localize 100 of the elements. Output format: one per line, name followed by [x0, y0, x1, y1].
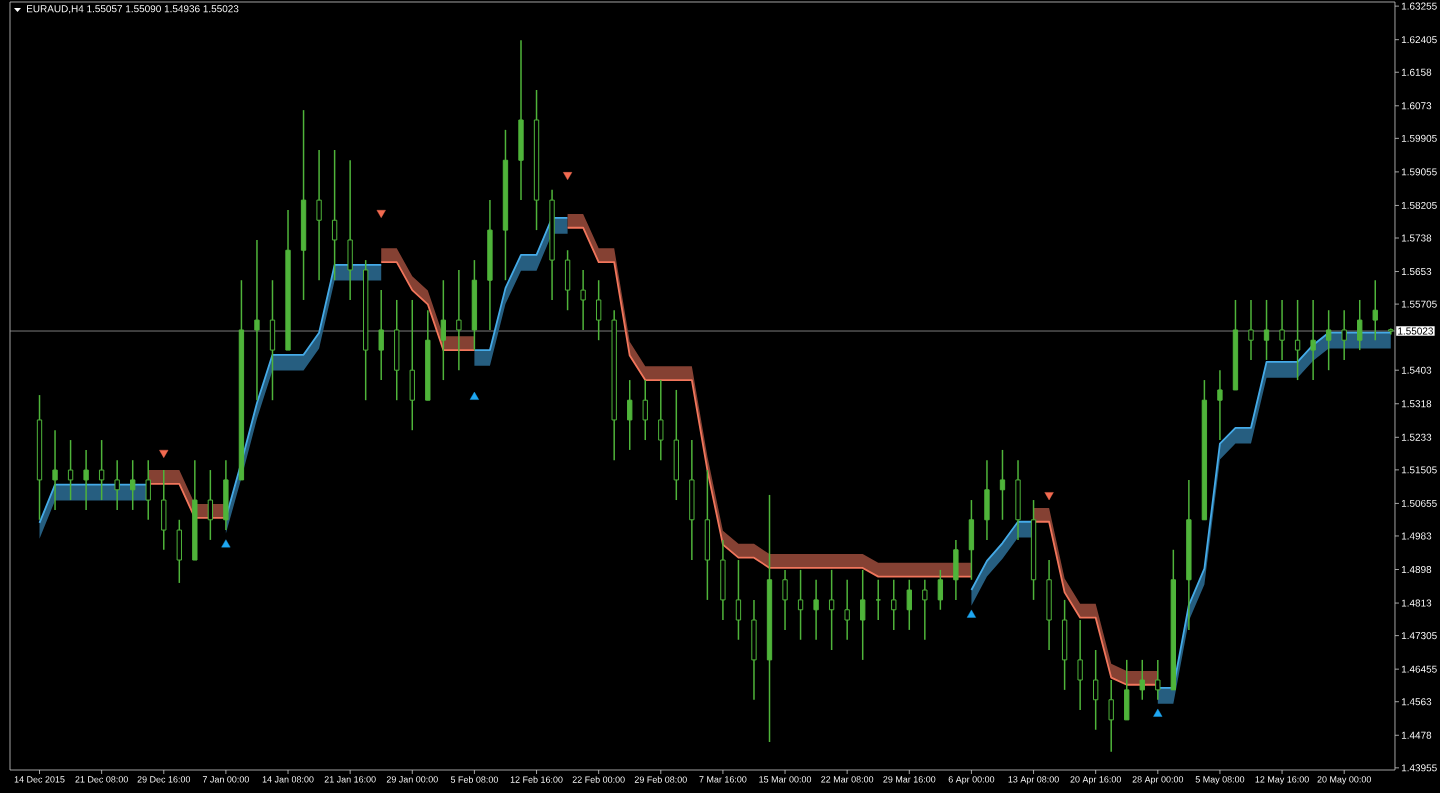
- candlestick: [83, 449, 89, 511]
- x-tick-label: 29 Jan 00:00: [386, 776, 438, 783]
- candlestick: [1139, 659, 1145, 701]
- y-tick-label: 1.59055: [1401, 168, 1437, 176]
- y-tick-label: 1.4983: [1401, 532, 1432, 540]
- x-tick-label: 6 Apr 00:00: [948, 776, 995, 785]
- candlestick: [114, 459, 120, 511]
- point: [376, 210, 386, 218]
- candlestick: [1077, 619, 1083, 711]
- candlestick: [797, 569, 804, 641]
- point: [1153, 708, 1163, 717]
- x-tick-label: 14 Jan 08:00: [262, 776, 314, 783]
- candlestick: [860, 569, 866, 661]
- y-tick-label: 1.5233: [1401, 433, 1432, 441]
- candlestick: [145, 459, 151, 521]
- candlestick: [456, 269, 462, 371]
- ref-line-label: 1.55023: [1398, 327, 1433, 335]
- y-tick-label: 1.4478: [1401, 731, 1432, 739]
- x-tick-label: 15 Mar 00:00: [759, 776, 812, 783]
- candlestick: [440, 279, 447, 381]
- x-tick-label: 12 May 16:00: [1255, 776, 1309, 785]
- candlestick: [627, 379, 633, 451]
- x-tick-label: 22 Mar 08:00: [821, 776, 874, 783]
- candlestick: [1108, 679, 1114, 753]
- y-tick-label: 1.46455: [1401, 665, 1437, 673]
- candlestick: [378, 289, 384, 381]
- y-tick-label: 1.6073: [1401, 102, 1432, 110]
- x-tick-label: 29 Mar 16:00: [883, 776, 936, 783]
- candlestick: [1248, 299, 1254, 361]
- y-tick-label: 1.6158: [1401, 68, 1432, 76]
- y-tick-label: 1.50655: [1401, 499, 1437, 507]
- candlestick: [844, 579, 850, 641]
- x-tick-label: 12 Feb 16:00: [510, 776, 563, 783]
- candlestick: [1310, 299, 1316, 381]
- y-tick-label: 1.5653: [1401, 268, 1432, 276]
- candlestick: [891, 579, 897, 631]
- candlestick: [580, 269, 586, 331]
- y-tick-label: 1.58205: [1401, 201, 1437, 209]
- y-tick-label: 1.63255: [1401, 2, 1437, 10]
- candlestick: [130, 459, 136, 511]
- candlestick: [906, 579, 912, 631]
- x-tick-label: 20 May 00:00: [1317, 776, 1371, 785]
- chart-title: EURAUD,H4 1.55057 1.55090 1.54936 1.55023: [27, 5, 239, 14]
- candlestick: [1217, 369, 1223, 441]
- candlestick: [254, 239, 260, 401]
- point: [563, 172, 573, 181]
- point: [469, 391, 479, 400]
- candlestick: [782, 569, 788, 631]
- y-tick-label: 1.55705: [1401, 300, 1437, 308]
- x-tick-label: 5 Feb 08:00: [450, 776, 498, 783]
- candlestick: [828, 569, 835, 651]
- candlestick: [658, 379, 664, 461]
- candlestick: [1372, 279, 1378, 341]
- candlestick: [1279, 299, 1285, 361]
- y-tick-label: 1.62405: [1401, 36, 1437, 44]
- x-tick-label: 22 Feb 00:00: [572, 776, 625, 783]
- candlestick: [331, 149, 338, 281]
- candlestick: [52, 429, 58, 511]
- y-tick-label: 1.51505: [1401, 466, 1437, 474]
- candlestick: [67, 439, 74, 501]
- y-tick-label: 1.4898: [1401, 565, 1432, 574]
- candlestick: [1155, 659, 1161, 701]
- candlestick: [1263, 299, 1270, 361]
- point: [966, 609, 976, 618]
- candlestick: [999, 449, 1006, 521]
- x-tick-label: 21 Jan 16:00: [324, 776, 376, 783]
- candlestick: [316, 149, 322, 281]
- candlestick: [813, 579, 819, 641]
- candlestick: [1294, 299, 1301, 381]
- point: [1044, 492, 1054, 501]
- candlestick: [595, 279, 602, 341]
- candlestick: [1093, 649, 1099, 731]
- x-tick-label: 20 Apr 16:00: [1070, 776, 1121, 785]
- y-tick-label: 1.5738: [1401, 234, 1432, 242]
- y-tick-label: 1.5318: [1401, 400, 1432, 408]
- x-tick-label: 5 May 08:00: [1195, 776, 1245, 785]
- x-tick-label: 14 Dec 2015: [14, 776, 65, 783]
- point: [159, 449, 169, 458]
- x-tick-label: 7 Mar 16:00: [699, 776, 747, 783]
- x-tick-label: 21 Dec 08:00: [75, 776, 128, 783]
- y-tick-label: 1.59905: [1401, 134, 1437, 142]
- y-tick-label: 1.4563: [1401, 698, 1432, 706]
- candlestick: [922, 579, 928, 641]
- x-tick-label: 7 Jan 00:00: [202, 776, 249, 783]
- y-tick-label: 1.43955: [1401, 764, 1437, 772]
- y-tick-label: 1.4813: [1401, 599, 1432, 607]
- candlestick: [1357, 299, 1363, 351]
- point: [221, 539, 231, 548]
- y-tick-label: 1.5403: [1401, 366, 1432, 374]
- candlestick: [207, 469, 214, 541]
- candlestick: [937, 569, 944, 611]
- x-tick-label: 29 Feb 08:00: [634, 776, 687, 783]
- x-tick-label: 29 Dec 16:00: [137, 776, 191, 783]
- candlestick: [642, 379, 648, 441]
- candlestick: [1325, 309, 1332, 371]
- y-tick-label: 1.47305: [1401, 632, 1437, 640]
- x-tick-label: 28 Apr 00:00: [1132, 776, 1184, 785]
- candlestick: [1341, 309, 1347, 361]
- x-tick-label: 13 Apr 08:00: [1008, 776, 1059, 785]
- candlestick: [98, 439, 105, 501]
